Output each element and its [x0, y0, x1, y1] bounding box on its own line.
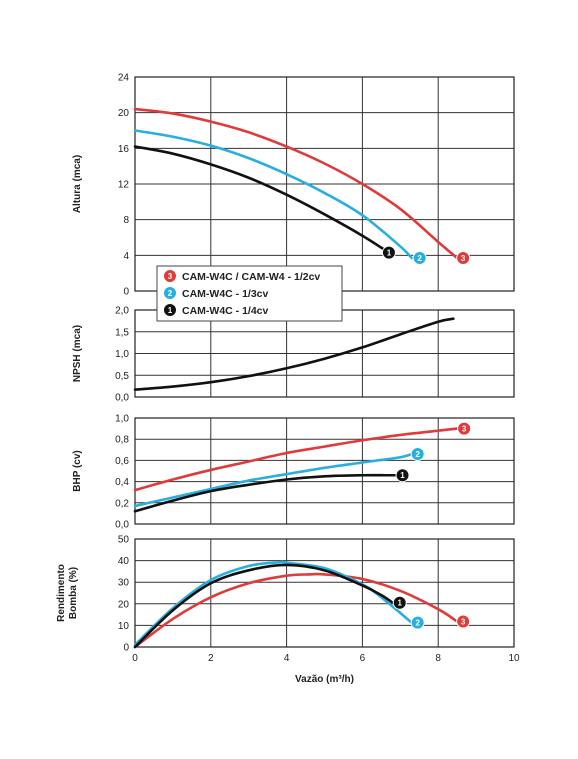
x-axis-title: Vazão (m³/h)	[295, 674, 354, 685]
x-tick-label: 10	[508, 653, 520, 664]
x-tick-label: 2	[208, 653, 214, 664]
panel-altura-series-3-end-marker: 3	[456, 251, 471, 266]
panel-bhp-series-1-end-marker: 1	[395, 468, 410, 483]
panel-bhp-series-3-end-marker-label: 3	[462, 425, 467, 434]
panel-rendimento-series-2-end-marker-circle	[410, 615, 425, 630]
panel-npsh-ytick: 2,0	[115, 306, 129, 317]
panel-rendimento-series-3-end-marker-circle	[456, 614, 471, 629]
panel-npsh-series-npsh-line	[133, 317, 455, 391]
panel-altura-ylabel: Altura (mca)	[72, 155, 83, 213]
panel-bhp-frame	[134, 417, 515, 525]
x-tick-label: 6	[360, 653, 366, 664]
panel-npsh-ylabel: NPSH (mca)	[72, 325, 83, 382]
panel-npsh-ytick: 1,5	[115, 327, 129, 338]
panel-altura-series-3-line	[133, 107, 459, 260]
legend-entry-2-marker-circle	[163, 286, 177, 300]
panel-rendimento-ytick: 30	[118, 578, 130, 589]
panel-altura-series-1-end-marker-label: 1	[387, 249, 392, 258]
panel-bhp-ytick: 0,4	[115, 477, 129, 488]
panel-altura-ytick: 16	[118, 144, 130, 155]
legend-entry-3-marker-circle	[163, 269, 177, 283]
panel-rendimento-series-1-end-marker-circle	[392, 595, 407, 610]
panel-altura-ytick: 8	[123, 215, 129, 226]
panel-bhp-ytick: 0,2	[115, 498, 129, 509]
panel-npsh-ytick: 0,5	[115, 371, 129, 382]
legend: CAM-W4C / CAM-W4 - 1/2cv CAM-W4C - 1/3cv C…	[156, 265, 343, 322]
panel-bhp-series-3-end-marker: 3	[457, 421, 472, 436]
panel-altura-series-3-end-marker-circle	[456, 251, 471, 266]
panel-altura-ytick: 4	[123, 251, 129, 262]
legend-entry-2-label: CAM-W4C - 1/3cv	[182, 288, 269, 300]
panel-altura-series-2-end-marker-label: 2	[417, 254, 422, 263]
legend-entry-3-label: CAM-W4C / CAM-W4 - 1/2cv	[182, 271, 320, 283]
panel-altura-series-2-line	[133, 129, 413, 260]
x-tick-label: 8	[435, 653, 441, 664]
panel-rendimento-series-3-end-marker: 3	[456, 614, 471, 629]
legend-entry-2-marker: 2	[163, 286, 177, 300]
panel-npsh-ytick: 0,0	[115, 393, 129, 404]
panel-rendimento-series-2-end-marker-label: 2	[415, 619, 420, 628]
panel-rendimento-plot-area	[135, 539, 514, 647]
panel-altura-ytick: 20	[118, 108, 130, 119]
x-tick-label: 0	[132, 653, 138, 664]
panel-rendimento-ytick: 50	[118, 535, 130, 546]
panel-bhp-series-2-end-marker-label: 2	[415, 450, 420, 459]
panel-altura-series-3-end-marker-label: 3	[461, 254, 466, 263]
panel-bhp-ytick: 0,8	[115, 435, 129, 446]
panel-rendimento-series-2-end-marker: 2	[410, 615, 425, 630]
legend-box	[156, 265, 343, 322]
legend-entry-1-marker-circle	[163, 303, 177, 317]
panel-bhp-ytick: 1,0	[115, 414, 129, 425]
panel-bhp-ylabel: BHP (cv)	[72, 450, 83, 492]
panel-bhp-series-2-end-marker-circle	[410, 447, 425, 462]
panel-bhp-plot-area	[135, 418, 514, 524]
panel-altura-series-2-end-marker: 2	[412, 251, 427, 266]
panel-rendimento-series-1-line	[133, 563, 395, 649]
legend-entry-3-marker: 3	[163, 269, 177, 283]
panel-rendimento-series-3-end-marker-label: 3	[461, 618, 466, 627]
panel-bhp-series-1-end-marker-label: 1	[400, 471, 405, 480]
panel-bhp-series-3-end-marker-circle	[457, 421, 472, 436]
panel-altura-ytick: 24	[118, 73, 130, 84]
panel-rendimento-ytick: 0	[123, 643, 129, 654]
panel-bhp-series-1-line	[133, 473, 398, 513]
panel-rendimento-series-3-line	[133, 572, 459, 649]
panel-bhp-series-2-line	[133, 452, 413, 508]
panel-altura-series-2-end-marker-circle	[412, 251, 427, 266]
panel-bhp-ytick: 0,6	[115, 456, 129, 467]
legend-entry-1-marker-label: 1	[168, 306, 173, 315]
panel-rendimento-ytick: 40	[118, 556, 130, 567]
panel-npsh: 0,0 0,5 1,0 1,5 2,0 NPSH (mca)	[72, 306, 515, 404]
panel-rendimento-ytick: 10	[118, 621, 130, 632]
legend-entry-1-marker: 1	[163, 303, 177, 317]
panel-rendimento-frame	[134, 538, 515, 648]
panel-rendimento-series-1-end-marker-label: 1	[397, 599, 402, 608]
legend-entry-2-marker-label: 2	[168, 289, 173, 298]
panel-rendimento-ytick: 20	[118, 599, 130, 610]
panel-bhp-series-1-end-marker-circle	[395, 468, 410, 483]
panel-bhp-ytick: 0,0	[115, 520, 129, 531]
panel-altura-ytick: 12	[118, 180, 130, 191]
x-tick-label: 4	[284, 653, 290, 664]
panel-bhp-series-3-line	[133, 427, 459, 492]
panel-altura-series-1-line	[133, 145, 391, 254]
panel-bhp-series-2-end-marker: 2	[410, 447, 425, 462]
panel-altura-ytick: 0	[123, 287, 129, 298]
panel-rendimento-series-1-end-marker: 1	[392, 595, 407, 610]
panel-rendimento-ylabel: RendimentoBomba (%)	[56, 564, 79, 622]
panel-rendimento: 0 10 20 30 40 50 RendimentoBomba (%)	[56, 535, 515, 654]
panel-altura-series-1-end-marker: 1	[381, 245, 396, 260]
panel-altura-series-1-end-marker-circle	[381, 245, 396, 260]
legend-entry-1-label: CAM-W4C - 1/4cv	[182, 305, 269, 317]
panel-npsh-ytick: 1,0	[115, 349, 129, 360]
legend-entry-3-marker-label: 3	[168, 272, 173, 281]
panel-bhp: 0,0 0,2 0,4 0,6 0,8 1,0 BHP (cv)	[72, 414, 515, 531]
